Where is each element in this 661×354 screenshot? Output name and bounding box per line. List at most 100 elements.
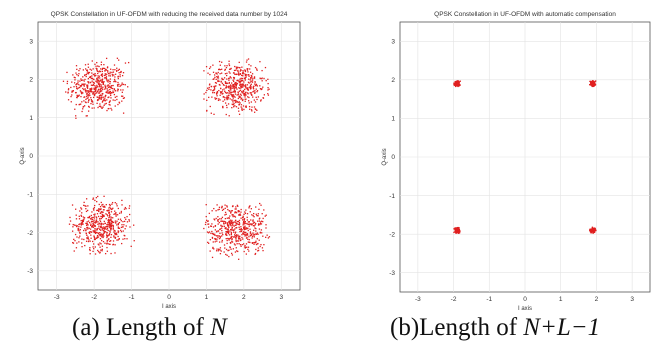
data-point [243,85,245,87]
data-point [255,241,257,244]
data-point [248,225,250,227]
data-point [239,214,242,216]
data-point [227,249,229,252]
data-point [243,93,246,95]
data-point [219,247,222,249]
data-point [591,228,594,230]
data-point [234,228,236,230]
y-tick-label: 0 [391,154,395,161]
data-point [87,93,89,96]
data-point [89,247,91,249]
data-point [234,251,237,253]
data-point [227,86,229,88]
data-point [95,219,98,221]
data-point [93,107,95,109]
data-point [250,83,252,85]
data-point [117,77,119,80]
data-point [112,99,114,101]
data-point [213,218,215,220]
data-point [97,223,99,225]
data-point [265,236,267,238]
data-point [114,237,116,239]
data-point [221,206,223,208]
data-point [213,207,215,210]
data-point [219,235,221,238]
data-point [110,236,112,239]
data-point [593,84,595,86]
data-point [102,236,104,239]
data-point [82,106,84,108]
data-point [457,80,459,82]
data-point [207,223,209,225]
data-point [99,79,102,81]
data-point [100,212,102,214]
data-point [246,59,248,61]
data-point [215,92,218,94]
data-point [96,70,99,72]
data-point [248,75,250,77]
data-point [235,222,238,225]
data-point [262,235,264,237]
data-point [231,228,233,230]
data-point [102,106,104,108]
data-point [104,228,107,230]
data-point [96,209,98,212]
data-point [122,97,125,100]
data-point [82,92,84,94]
data-point [98,86,101,88]
data-point [105,102,107,105]
data-point [230,89,232,91]
data-point [238,110,240,112]
y-axis-label: Q-axis [382,148,388,165]
data-point [231,239,233,241]
data-point [455,232,458,234]
data-point [592,82,595,84]
data-point [89,94,91,97]
data-point [235,66,238,68]
data-point [255,206,257,208]
data-point [83,238,85,241]
data-point [253,90,255,92]
data-point [100,61,103,63]
data-point [96,102,98,105]
data-point [108,209,110,211]
chart-panel-b: QPSK Constellation in UF-OFDM with autom… [338,0,661,354]
data-point [455,230,457,232]
data-point [229,86,232,88]
data-point [109,73,111,75]
data-point [239,81,241,84]
data-point [458,85,460,87]
data-point [591,82,593,85]
data-point [244,221,246,223]
data-point [82,69,85,71]
data-point [215,78,217,81]
data-point [251,106,253,108]
data-point [100,217,102,220]
data-point [103,81,105,83]
data-point [239,67,241,69]
data-point [92,197,94,199]
data-point [227,208,229,211]
data-point [104,97,106,99]
data-point [228,217,230,219]
data-point [105,91,107,93]
data-point [213,89,215,91]
data-point [107,218,110,221]
data-point [88,222,91,224]
data-point [207,241,209,244]
data-point [70,95,72,98]
data-point [93,238,96,241]
data-point [106,85,108,87]
data-point [103,205,106,207]
data-point [109,78,112,80]
data-point [231,241,234,243]
data-point [592,231,594,234]
data-point [84,205,86,207]
data-point [455,232,457,234]
data-point [457,228,460,231]
data-point [253,221,256,224]
data-point [89,249,91,252]
data-point [105,218,107,220]
data-point [244,70,247,73]
data-point [253,76,256,78]
